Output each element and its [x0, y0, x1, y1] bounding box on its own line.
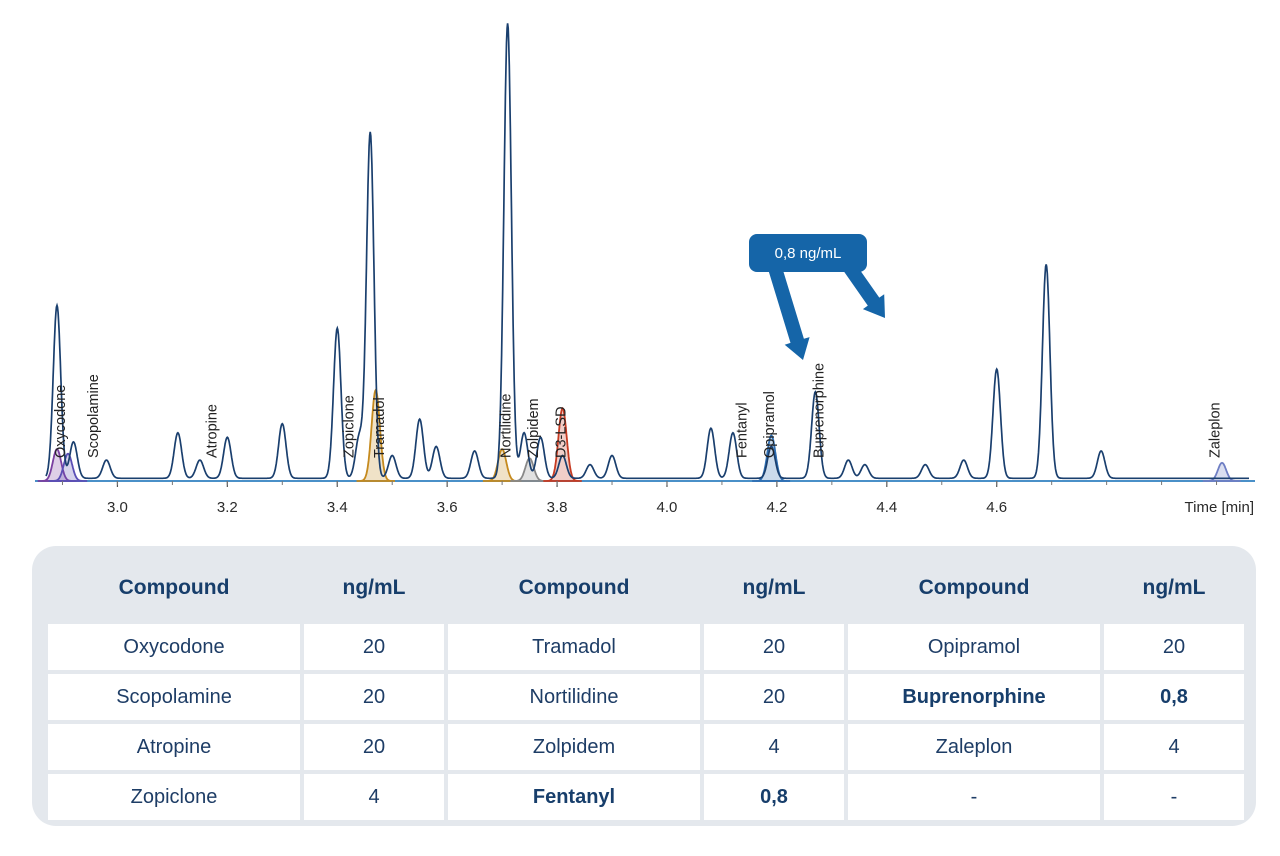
peak-label: Zaleplon: [1207, 402, 1223, 458]
x-tick-label: 3.8: [547, 499, 568, 516]
concentration-cell: 20: [304, 674, 444, 720]
x-axis-title: Time [min]: [1185, 499, 1254, 516]
peak-label: Scopolamine: [86, 374, 102, 458]
compound-cell: -: [848, 774, 1100, 820]
table-row: Oxycodone 20 Tramadol 20 Opipramol 20: [48, 624, 1244, 670]
concentration-callout: 0,8 ng/mL: [749, 234, 867, 272]
peak-label: Buprenorphine: [812, 363, 828, 458]
table-header-row: Compound ng/mL Compound ng/mL Compound n…: [48, 556, 1244, 620]
compound-cell: Buprenorphine: [848, 674, 1100, 720]
x-tick-label: 3.4: [327, 499, 348, 516]
compound-cell: Opipramol: [848, 624, 1100, 670]
compound-cell: Oxycodone: [48, 624, 300, 670]
table-row: Scopolamine 20 Nortilidine 20 Buprenorphine 0…: [48, 674, 1244, 720]
chromatogram-svg: 3.0 3.2 3.4 3.6 3.8 4.0 4.2 4.4 4.6 Time [min] Oxy…: [35, 23, 1255, 516]
header-conc-2: ng/mL: [742, 576, 806, 599]
compound-cell: Scopolamine: [48, 674, 300, 720]
peak-label: Fentanyl: [735, 402, 751, 458]
concentration-cell: 4: [704, 724, 844, 770]
concentration-cell: 4: [1104, 724, 1244, 770]
chromatogram: 3.0 3.2 3.4 3.6 3.8 4.0 4.2 4.4 4.6 Time [min] Oxy…: [35, 23, 1255, 516]
concentration-cell: 20: [304, 724, 444, 770]
x-tick-label: 4.6: [986, 499, 1007, 516]
x-tick-label: 3.6: [437, 499, 458, 516]
x-tick-label: 4.2: [766, 499, 787, 516]
x-tick-label: 3.0: [107, 499, 128, 516]
compound-cell: Zolpidem: [448, 724, 700, 770]
header-compound-1: Compound: [118, 576, 230, 599]
callout-arrow: [844, 264, 885, 318]
concentration-cell: 0,8: [704, 774, 844, 820]
header-compound-2: Compound: [518, 576, 630, 599]
compound-cell: Atropine: [48, 724, 300, 770]
compound-cell: Zaleplon: [848, 724, 1100, 770]
concentration-cell: 20: [1104, 624, 1244, 670]
callout-arrow: [768, 266, 810, 360]
compound-cell: Zopiclone: [48, 774, 300, 820]
concentration-table: Compound ng/mL Compound ng/mL Compound n…: [44, 552, 1248, 824]
concentration-cell: 20: [704, 624, 844, 670]
header-conc-1: ng/mL: [342, 576, 406, 599]
peak-label: Opipramol: [762, 391, 778, 458]
peak-label: Zopiclone: [342, 395, 358, 458]
compound-peak: [510, 457, 549, 482]
peak-label: Zolpidem: [526, 398, 542, 458]
peak-label: Oxycodone: [53, 385, 69, 458]
compound-peak: [48, 452, 88, 482]
compound-cell: Tramadol: [448, 624, 700, 670]
table-row: Zopiclone 4 Fentanyl 0,8- -: [48, 774, 1244, 820]
concentration-cell: -: [1104, 774, 1244, 820]
compound-cell: Nortilidine: [448, 674, 700, 720]
table-row: Atropine 20 Zolpidem 4 Zaleplon 4: [48, 724, 1244, 770]
concentration-table-panel: Compound ng/mL Compound ng/mL Compound n…: [32, 546, 1256, 826]
concentration-cell: 0,8: [1104, 674, 1244, 720]
compound-peak: [1202, 461, 1241, 482]
concentration-cell: 20: [704, 674, 844, 720]
tic-trace: [45, 23, 1249, 480]
peak-label: Atropine: [204, 404, 220, 458]
x-tick-label: 4.0: [657, 499, 678, 516]
x-tick-label: 3.2: [217, 499, 238, 516]
header-conc-3: ng/mL: [1142, 576, 1206, 599]
concentration-cell: 4: [304, 774, 444, 820]
peak-label: Nortilidine: [498, 394, 514, 458]
x-tick-label: 4.4: [876, 499, 897, 516]
peak-label: Tramadol: [372, 397, 388, 458]
compound-peak: [752, 434, 791, 482]
concentration-cell: 20: [304, 624, 444, 670]
compound-peak: [543, 406, 582, 482]
header-compound-3: Compound: [918, 576, 1030, 599]
peak-label: D3-LSD: [553, 406, 569, 458]
compound-cell: Fentanyl: [448, 774, 700, 820]
